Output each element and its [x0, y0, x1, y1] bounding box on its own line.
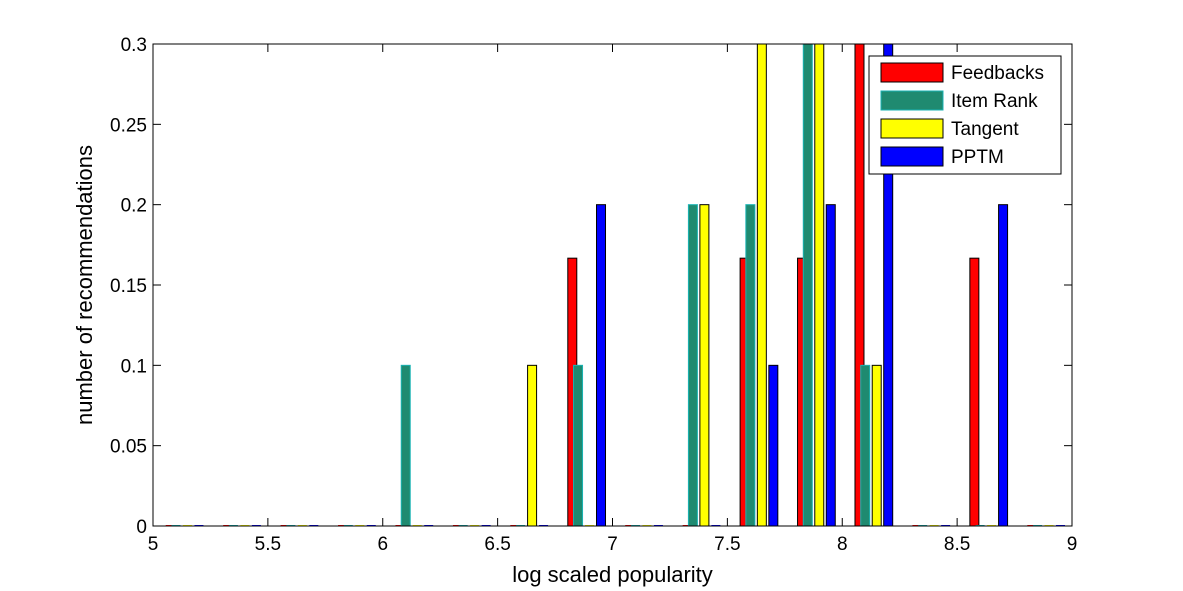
y-tick-label: 0 [136, 517, 147, 538]
legend-label: Feedbacks [951, 63, 1044, 84]
bar-pptm-11 [825, 204, 836, 527]
bar-pptm-14 [998, 204, 1009, 527]
legend: Feedbacks Item Rank Tangent PPTM [868, 55, 1062, 175]
legend-label: Item Rank [951, 91, 1038, 112]
y-tick-label: 0.05 [110, 437, 147, 458]
y-axis-title: number of recommendations [72, 145, 97, 425]
x-tick-label: 5.5 [255, 534, 281, 555]
y-tick-label: 0.3 [121, 35, 147, 56]
bar-tangent-12 [871, 364, 882, 527]
bar-tangent-10 [756, 43, 767, 527]
y-axis: 0 0.05 0.1 0.15 0.2 0.25 0.3 [110, 35, 1072, 538]
y-tick-label: 0.15 [110, 276, 147, 297]
x-tick-label: 5 [148, 534, 159, 555]
bar-item-rank-7 [573, 364, 584, 527]
bars-layer [165, 43, 1066, 527]
y-tick-label: 0.25 [110, 115, 147, 136]
legend-label: PPTM [951, 147, 1004, 168]
bar-tangent-9 [699, 204, 710, 527]
bar-tangent-11 [814, 43, 825, 527]
bar-pptm-10 [768, 364, 779, 527]
x-tick-label: 8.5 [944, 534, 970, 555]
x-tick-label: 9 [1067, 534, 1078, 555]
bar-feedbacks-14 [969, 257, 980, 527]
bar-item-rank-4 [400, 364, 411, 527]
legend-swatch-tangent [880, 118, 944, 139]
x-axis-title: log scaled popularity [512, 562, 713, 587]
bar-item-rank-9 [687, 204, 698, 527]
x-tick-label: 8 [837, 534, 848, 555]
y-tick-label: 0.1 [121, 356, 147, 377]
x-tick-label: 6 [377, 534, 388, 555]
bar-item-rank-12 [860, 364, 871, 527]
bar-item-rank-11 [802, 43, 813, 527]
legend-swatch-pptm [880, 146, 944, 167]
bar-pptm-7 [596, 204, 607, 527]
legend-label: Tangent [951, 119, 1019, 140]
legend-swatch-feedbacks [880, 62, 944, 83]
x-tick-label: 7 [607, 534, 618, 555]
x-tick-label: 7.5 [714, 534, 740, 555]
x-axis: 5 5.5 6 6.5 7 7.5 8 8.5 9 [148, 44, 1078, 555]
x-tick-label: 6.5 [484, 534, 510, 555]
bar-tangent-6 [527, 364, 538, 527]
y-tick-label: 0.2 [121, 196, 147, 217]
legend-swatch-item-rank [880, 90, 944, 111]
bar-item-rank-10 [745, 204, 756, 527]
